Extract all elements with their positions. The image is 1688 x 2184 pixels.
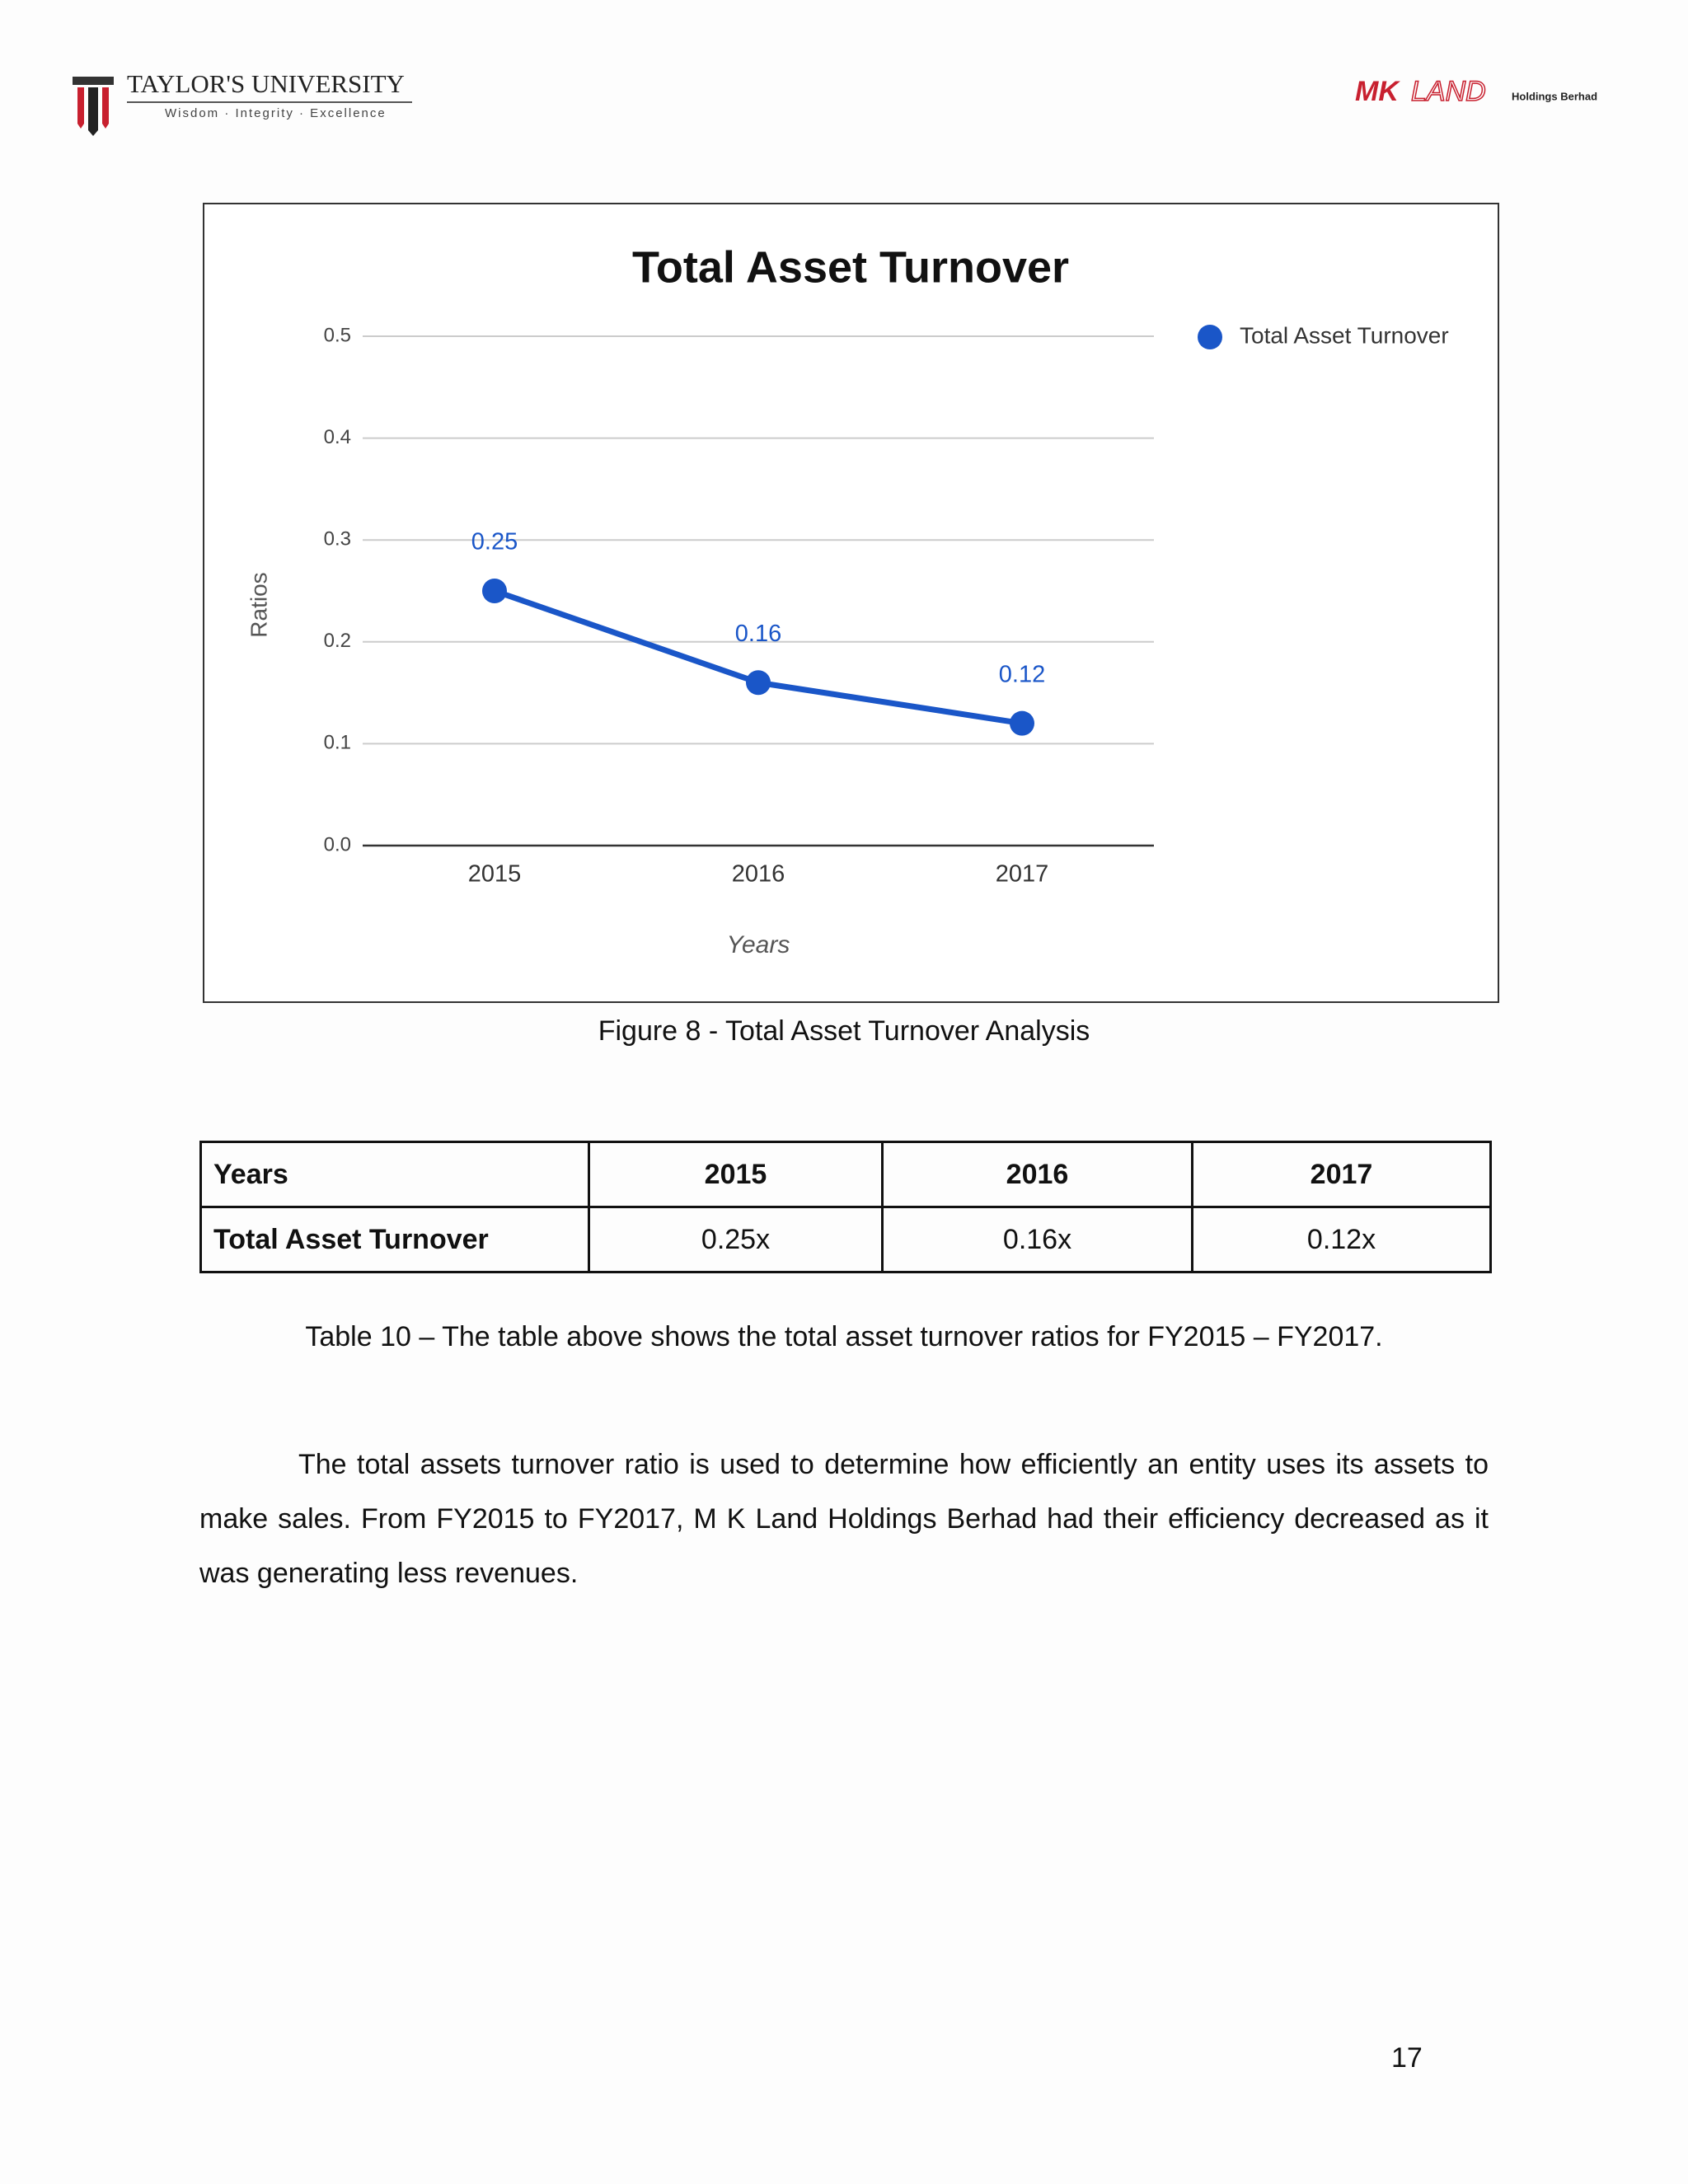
x-tick-label: 2015 [468, 861, 522, 888]
x-axis-label: Years [727, 931, 790, 958]
header: TAYLOR'S UNIVERSITY Wisdom · Integrity ·… [73, 69, 1597, 136]
y-tick-label: 0.2 [324, 630, 351, 652]
chart: Total Asset Turnover Ratios Years 0.0 0.1… [203, 203, 1499, 1003]
table-row: Total Asset Turnover 0.25x 0.16x 0.12x [199, 1206, 1492, 1273]
y-axis-label: Ratios [246, 572, 271, 637]
data-label: 0.12 [999, 661, 1045, 687]
table-cell: Total Asset Turnover [199, 1206, 590, 1273]
x-tick-label: 2016 [732, 861, 785, 888]
table-cell: 2015 [588, 1141, 884, 1208]
university-logo [73, 77, 114, 136]
y-tick-label: 0.0 [324, 833, 351, 855]
y-tick-label: 0.4 [324, 426, 351, 448]
data-point [746, 670, 771, 696]
data-point [1010, 710, 1034, 736]
y-tick-label: 0.5 [324, 324, 351, 346]
table-cell: 2016 [881, 1141, 1193, 1208]
body-paragraph: The total assets turnover ratio is used … [199, 1449, 1489, 1589]
table-cell: 0.12x [1191, 1206, 1492, 1273]
university-motto: Wisdom · Integrity · Excellence [165, 106, 387, 120]
table-header-row: Years 2015 2016 2017 [199, 1141, 1492, 1208]
university-name: TAYLOR'S UNIVERSITY [127, 69, 405, 98]
table-cell: 0.16x [881, 1206, 1193, 1273]
table-cell: Years [199, 1141, 590, 1208]
chart-title: Total Asset Turnover [632, 242, 1069, 292]
legend-swatch [1198, 325, 1222, 349]
data-label: 0.16 [735, 621, 781, 647]
data-label: 0.25 [471, 529, 518, 555]
y-tick-label: 0.1 [324, 732, 351, 754]
legend-label: Total Asset Turnover [1240, 322, 1449, 348]
page-number: 17 [1391, 2042, 1423, 2074]
x-tick-label: 2017 [996, 861, 1049, 888]
table-cell: 0.25x [588, 1206, 884, 1273]
data-table: Years 2015 2016 2017 Total Asset Turnove… [199, 1141, 1492, 1273]
y-tick-label: 0.3 [324, 528, 351, 551]
data-point [482, 579, 507, 603]
company-suffix: Holdings Berhad [1512, 90, 1597, 102]
company-mark: MK [1355, 76, 1400, 107]
table-cell: 2017 [1191, 1141, 1492, 1208]
figure-caption: Figure 8 - Total Asset Turnover Analysis [598, 1015, 1090, 1047]
table-caption: Table 10 – The table above shows the tot… [305, 1321, 1383, 1352]
company-name: LAND [1411, 76, 1486, 107]
